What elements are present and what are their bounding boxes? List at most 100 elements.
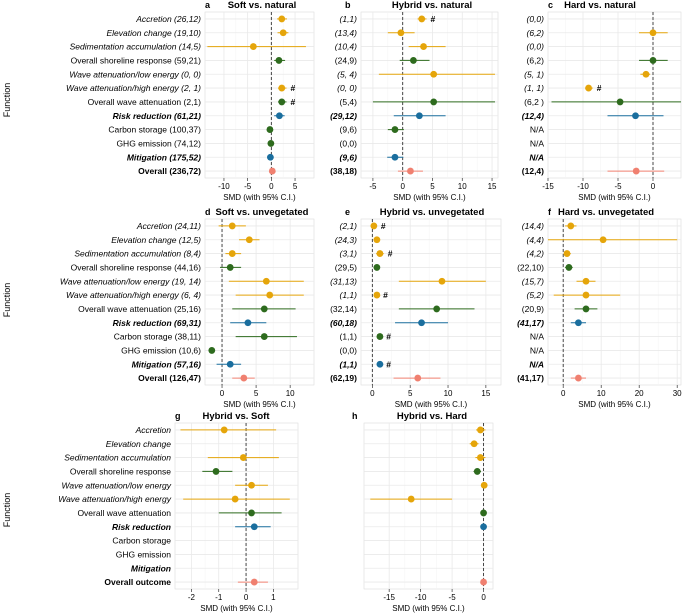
panel-d: d Soft vs. unvegetated 0 5 10 SMD (with 95% C… [60,207,315,409]
panel-letter: b [345,0,351,10]
x-tick-label: 0 [244,593,249,602]
panel-letter: h [352,411,358,421]
row-label: N/A [529,359,544,369]
x-tick-label: 10 [286,389,295,398]
x-tick-label: 1 [271,593,276,602]
panel-letter: a [205,0,211,10]
point-estimate [249,43,257,50]
x-axis-label: SMD (with 95% C.I.) [395,400,468,409]
row-label: Sedimentation accumulation (14,5) [70,42,202,52]
flag-marker: # [597,83,602,93]
x-tick-label: 0 [651,182,656,191]
point-estimate [616,98,624,106]
row-label: Risk reduction (61,21) [113,111,202,121]
x-tick-label: 0 [370,389,375,398]
x-axis-label: SMD (with 95% C.I.) [578,400,651,409]
row-label: Overall shoreline response (44,16) [71,262,202,272]
row-label: Accretion (26,12) [135,14,201,24]
point-estimate [563,250,571,257]
panel-g: g Hybrid vs. Soft -2 -1 0 1 SMD (with 95% C.I.… [58,411,299,613]
flag-marker: # [291,83,296,93]
point-estimate [248,481,255,489]
x-tick-label: 5 [430,182,435,191]
x-tick-label: 0 [561,389,566,398]
point-estimate [248,509,255,517]
row-label: GHG emission [116,549,172,559]
point-estimate [632,167,640,175]
point-estimate [582,305,590,313]
row-label: (6,2) [527,28,545,38]
x-tick-label: -5 [614,182,622,191]
point-estimate [480,578,487,586]
row-label: (5, 4) [337,69,357,79]
point-estimate [245,236,253,244]
panel-f: f Hard vs. unvegetated 0 10 20 30 SMD (with 95… [517,207,682,409]
point-estimate [480,523,487,531]
panel-title: Hybrid vs. unvegetated [380,207,485,218]
row-label: (29,5) [335,262,357,272]
point-estimate [473,468,481,475]
x-tick-label: -10 [415,593,427,602]
x-tick-label: -15 [542,182,554,191]
flag-marker: # [388,249,393,259]
panel-title: Hybrid vs. natural [392,0,472,11]
row-label: (1,1) [340,332,358,342]
point-estimate [267,153,274,161]
point-estimate [268,167,276,175]
point-estimate [250,523,258,531]
point-estimate [415,112,423,120]
point-estimate [430,70,438,78]
flag-marker: # [291,97,296,107]
row-label: (6,2 ) [524,97,544,107]
row-label: Wave attenuation/low energy [62,480,172,490]
panel-background [360,218,502,386]
point-estimate [208,347,216,354]
row-label: Accretion (24,11) [136,221,201,231]
row-label: (12,4) [522,166,544,176]
row-label: (41,17) [517,373,544,383]
point-estimate [212,468,220,475]
row-label: N/A [529,152,544,162]
row-label: Sedimentation accumulation [64,453,171,463]
point-estimate [418,15,426,23]
point-estimate [414,374,422,382]
point-estimate [410,57,417,64]
point-estimate [585,84,592,92]
point-estimate [239,454,247,461]
row-label: (20,9) [522,304,544,314]
point-estimate [275,57,283,64]
row-label: (32,14) [330,304,357,314]
point-estimate [438,277,446,285]
row-label: Accretion [135,425,172,435]
x-axis-label: SMD (with 95% C.I.) [393,193,466,202]
x-tick-label: -5 [449,593,457,602]
point-estimate [376,250,384,257]
x-tick-label: 30 [673,389,682,398]
row-label: Carbon storage [112,536,171,546]
panel-title: Hard vs. natural [564,0,636,11]
panel-title: Soft vs. natural [228,0,297,11]
panel-title: Hybrid vs. Soft [202,411,270,422]
point-estimate [575,319,582,327]
point-estimate [226,264,234,271]
panel-background [547,218,682,386]
flag-marker: # [386,359,391,369]
x-axis-label: SMD (with 95% C.I.) [578,193,651,202]
point-estimate [240,374,248,382]
point-estimate [477,426,484,434]
row-label: Overall shoreline response (59,21) [71,55,202,65]
panel-title: Soft vs. unvegetated [216,207,309,218]
point-estimate [407,167,414,175]
point-estimate [649,29,657,37]
point-estimate [433,305,441,313]
panel-letter: c [548,0,553,10]
point-estimate [260,333,268,340]
row-label: (6,2) [527,55,545,65]
row-label: (14,4) [522,221,544,231]
point-estimate [430,98,438,106]
x-tick-label: 10 [597,389,606,398]
row-label: N/A [530,125,545,135]
row-label: (38,18) [330,166,357,176]
x-tick-label: 15 [488,182,497,191]
